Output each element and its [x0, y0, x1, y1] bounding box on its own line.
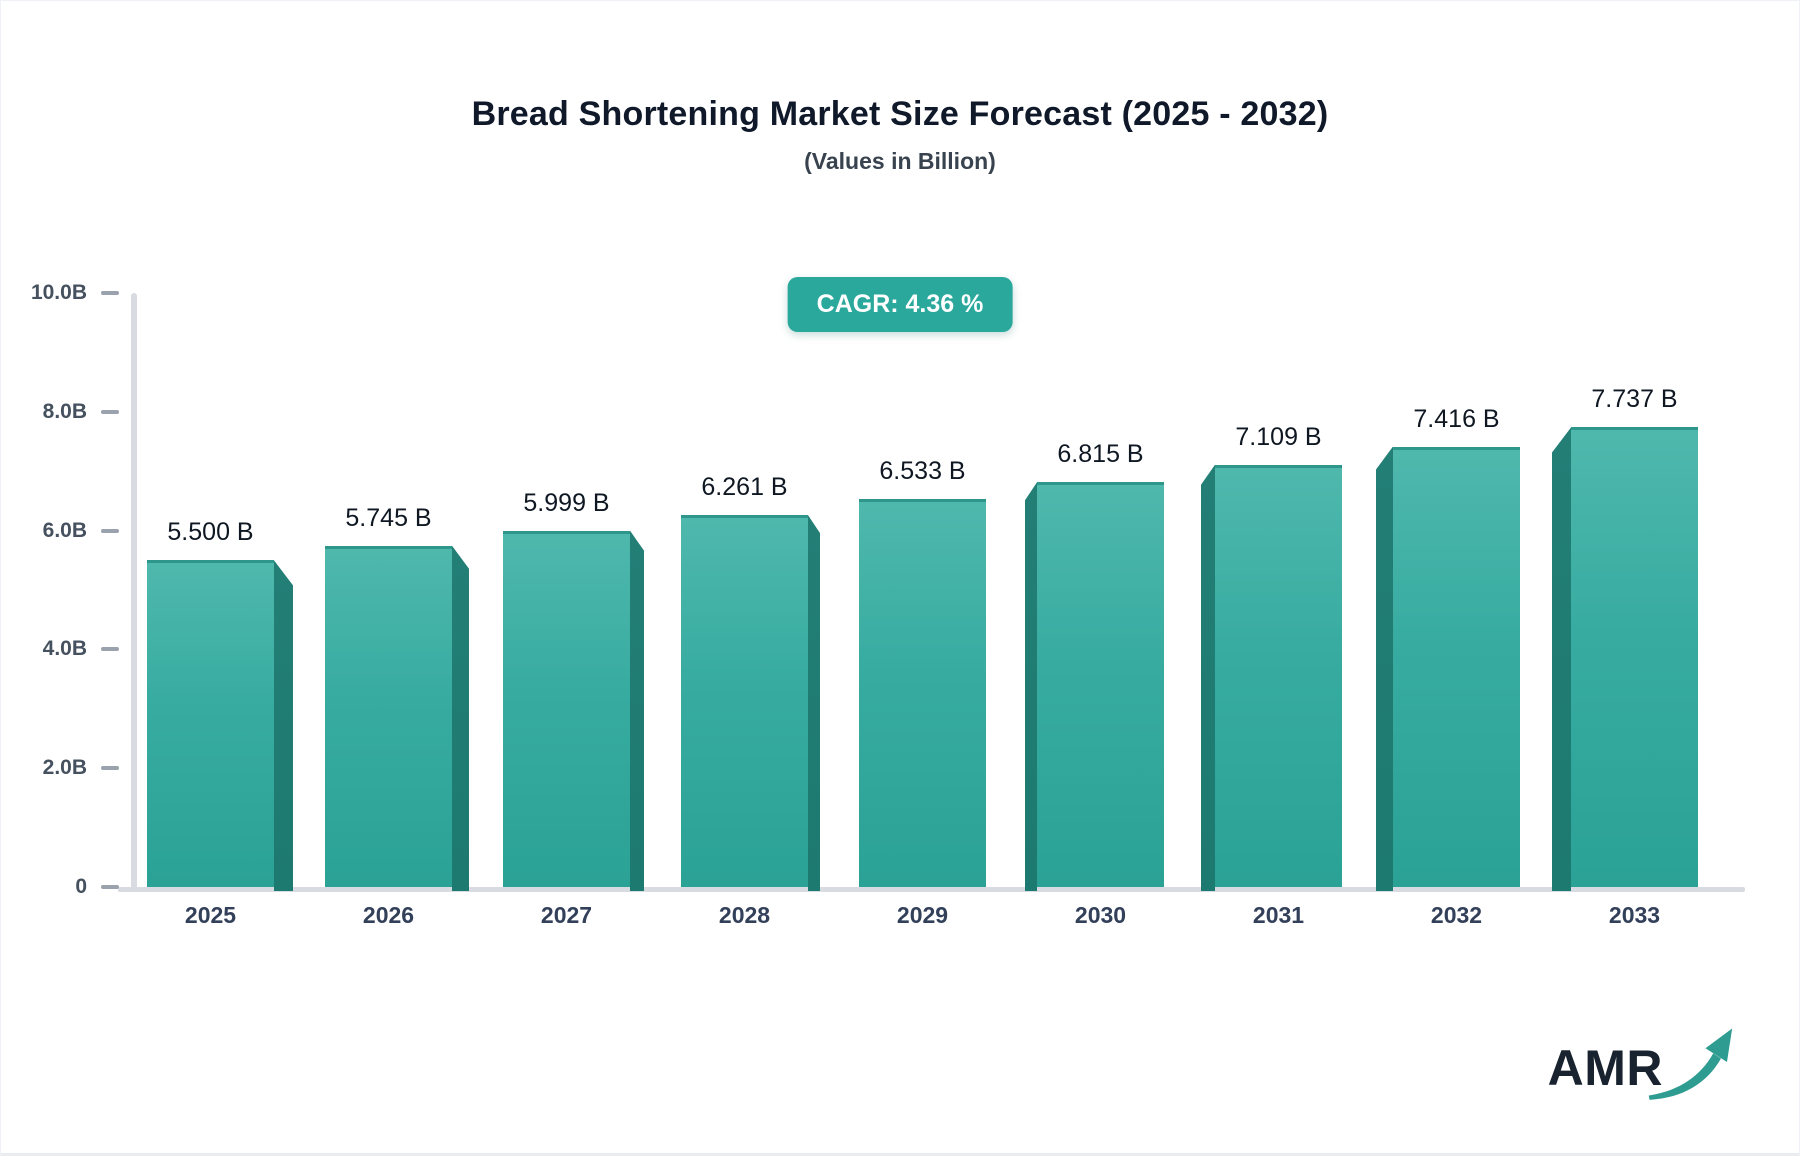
bar-side-shadow [452, 545, 469, 891]
brand-logo: AMR [1547, 1028, 1733, 1106]
x-axis-labels: 2025 2026 2027 2028 2029 2030 2031 2032 2033 [147, 902, 1698, 929]
bar-value-label-2033: 7.737 B [1591, 385, 1678, 414]
bar-face [147, 560, 274, 887]
brand-logo-text: AMR [1547, 1039, 1663, 1096]
bar-face [1215, 464, 1342, 887]
bar-face [1393, 446, 1520, 887]
bars-area: 5.500 B 5.745 B 5.999 B 6.261 B 6.533 B 6.815… [147, 293, 1698, 891]
bar-value-label-2031: 7.109 B [1235, 422, 1322, 451]
y-tick-dash [101, 885, 119, 889]
bar-column-2028: 6.261 B [681, 473, 820, 891]
bar-value-label-2025: 5.500 B [167, 518, 254, 547]
bar-face [859, 498, 986, 887]
y-tick-dash [101, 528, 119, 533]
x-axis-label-2027: 2027 [540, 902, 593, 928]
bar-column-2032: 7.416 B [1376, 405, 1520, 891]
y-tick-dash [101, 409, 119, 414]
y-axis-line [131, 293, 137, 889]
bar-column-2030: 6.815 B [1025, 440, 1164, 891]
chart-subtitle: (Values in Billion) [804, 148, 996, 174]
y-tick-label-6.0B: 6.0B [42, 518, 87, 542]
y-tick-dash [101, 291, 119, 295]
x-axis-label-2029: 2029 [896, 902, 949, 928]
trend-up-arrow-icon [1647, 1023, 1733, 1106]
bar-value-label-2029: 6.533 B [879, 456, 966, 485]
bar-value-label-2030: 6.815 B [1057, 440, 1144, 469]
bar-value-label-2028: 6.261 B [701, 473, 788, 502]
bar-side-shadow [1376, 446, 1393, 891]
bar-value-label-2026: 5.745 B [345, 503, 432, 532]
y-tick-label-2.0B: 2.0B [42, 756, 87, 780]
bar-side-shadow [1201, 464, 1215, 891]
y-tick-dash [101, 766, 119, 771]
bar-side-shadow [630, 530, 644, 891]
bar-side-shadow [1025, 482, 1037, 891]
x-axis-baseline [118, 887, 1745, 892]
bar-column-2033: 7.737 B [1552, 385, 1698, 891]
y-tick-label-0: 0 [75, 875, 87, 898]
y-tick-dash [101, 647, 119, 652]
bar-side-shadow [808, 515, 820, 891]
bar-side-shadow [274, 560, 293, 891]
x-axis-label-2028: 2028 [718, 902, 771, 928]
y-tick-label-4.0B: 4.0B [42, 637, 87, 661]
x-axis-label-2030: 2030 [1074, 902, 1127, 928]
y-tick-label-10.0B: 10.0B [30, 281, 87, 304]
bar-column-2026: 5.745 B [325, 504, 469, 891]
x-axis-label-2031: 2031 [1252, 902, 1305, 928]
bar-column-2027: 5.999 B [503, 489, 644, 891]
bar-face [1571, 427, 1698, 887]
bar-column-2031: 7.109 B [1201, 423, 1342, 891]
x-axis-label-2025: 2025 [184, 902, 237, 928]
bar-column-2029: 6.533 B [859, 457, 986, 887]
cagr-badge: CAGR: 4.36 % [787, 277, 1013, 332]
x-axis-label-2033: 2033 [1608, 902, 1661, 928]
x-axis-label-2026: 2026 [362, 902, 415, 928]
bar-value-label-2027: 5.999 B [523, 488, 610, 517]
bar-face [1037, 482, 1164, 887]
bar-face [681, 515, 808, 887]
chart-title: Bread Shortening Market Size Forecast (2… [471, 95, 1329, 133]
bar-side-shadow [1552, 427, 1571, 891]
bar-face [325, 545, 452, 887]
y-tick-label-8.0B: 8.0B [42, 399, 87, 423]
x-axis-label-2032: 2032 [1430, 902, 1483, 928]
bar-column-2025: 5.500 B [147, 518, 293, 891]
bar-value-label-2032: 7.416 B [1413, 404, 1500, 433]
bar-face [503, 530, 630, 887]
